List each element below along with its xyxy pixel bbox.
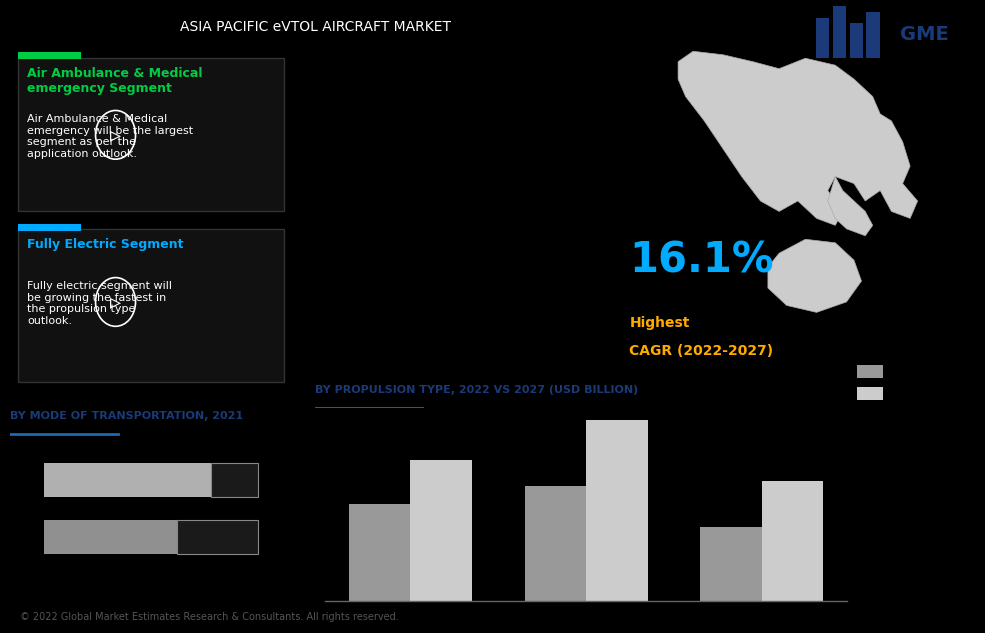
Bar: [211, 463, 258, 497]
Bar: [761, 481, 823, 601]
Bar: [700, 527, 761, 601]
Text: ASIA PACIFIC eVTOL AIRCRAFT MARKET: ASIA PACIFIC eVTOL AIRCRAFT MARKET: [179, 20, 451, 34]
Text: 16.1%: 16.1%: [629, 239, 774, 281]
Bar: [177, 520, 258, 554]
Bar: [44, 463, 211, 497]
Text: © 2022 Global Market Estimates Research & Consultants. All rights reserved.: © 2022 Global Market Estimates Research …: [20, 612, 399, 622]
Text: GME: GME: [900, 25, 949, 44]
Bar: [19, 53, 81, 60]
Text: Highest: Highest: [629, 316, 689, 330]
FancyBboxPatch shape: [19, 58, 284, 211]
Bar: [832, 6, 846, 58]
Bar: [349, 504, 411, 601]
Bar: [867, 12, 880, 58]
Text: Air Ambulance & Medical
emergency Segment: Air Ambulance & Medical emergency Segmen…: [27, 67, 203, 95]
FancyBboxPatch shape: [19, 229, 284, 382]
Bar: [586, 420, 647, 601]
Bar: [857, 387, 883, 400]
Bar: [525, 486, 586, 601]
Text: Fully electric segment will
be growing the fastest in
the propulsion type
outloo: Fully electric segment will be growing t…: [27, 281, 172, 326]
Polygon shape: [827, 177, 873, 235]
Bar: [411, 460, 472, 601]
Polygon shape: [678, 51, 918, 225]
Text: ▹: ▹: [109, 292, 121, 312]
Text: CAGR (2022-2027): CAGR (2022-2027): [629, 344, 773, 358]
Bar: [19, 223, 81, 230]
Text: Air Ambulance & Medical
emergency will be the largest
segment as per the
applica: Air Ambulance & Medical emergency will b…: [27, 114, 193, 159]
Bar: [857, 365, 883, 378]
Polygon shape: [768, 239, 862, 312]
Bar: [849, 23, 863, 58]
Text: Fully Electric Segment: Fully Electric Segment: [27, 237, 183, 251]
Text: BY MODE OF TRANSPORTATION, 2021: BY MODE OF TRANSPORTATION, 2021: [10, 411, 243, 422]
Bar: [816, 18, 829, 58]
Bar: [44, 520, 177, 554]
Text: ▹: ▹: [109, 125, 121, 145]
Text: BY PROPULSION TYPE, 2022 VS 2027 (USD BILLION): BY PROPULSION TYPE, 2022 VS 2027 (USD BI…: [315, 385, 638, 396]
